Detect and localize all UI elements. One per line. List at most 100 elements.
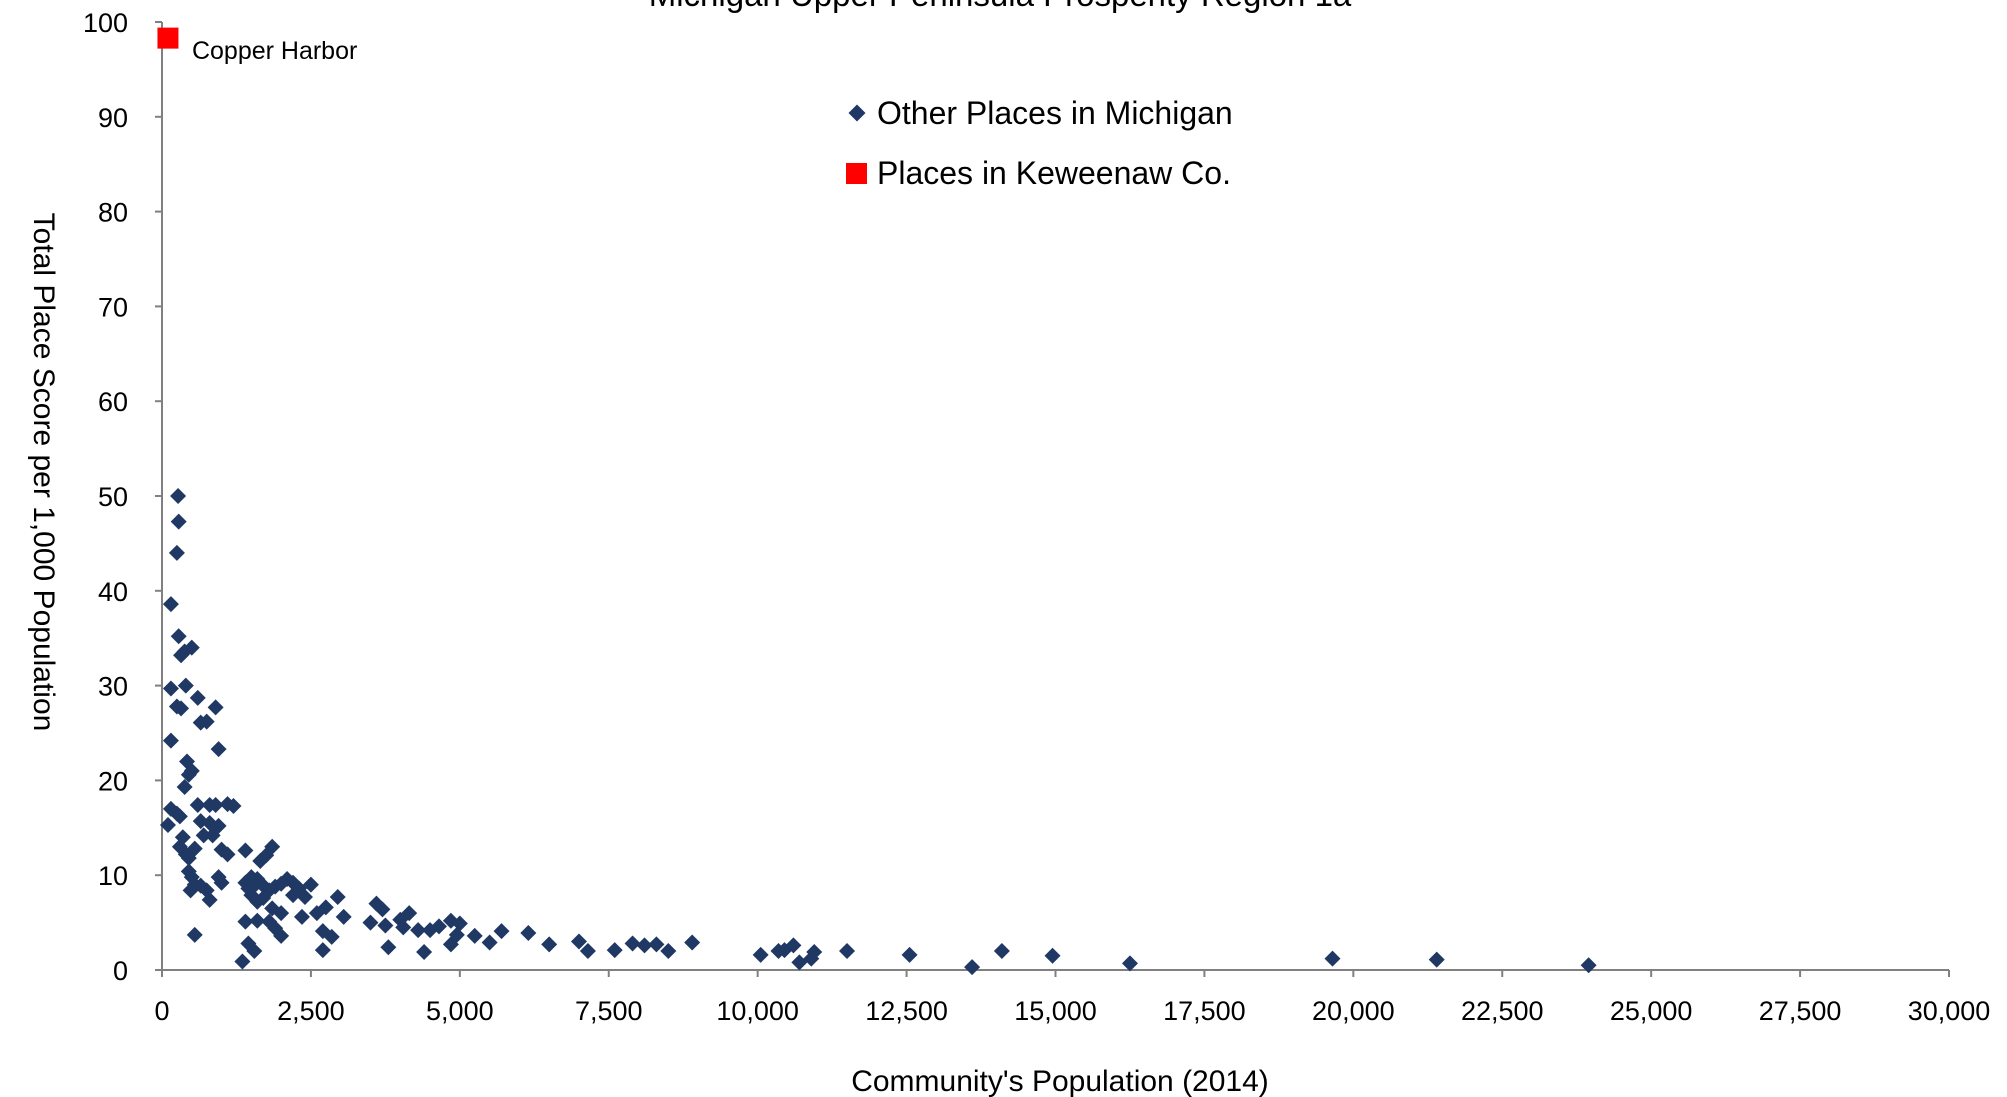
y-tick-label: 60 xyxy=(98,387,128,417)
data-point-diamond xyxy=(234,953,251,970)
data-point-diamond xyxy=(176,779,193,796)
y-tick-label: 100 xyxy=(83,8,128,38)
chart-title: Michigan Upper Peninsula Prosperity Regi… xyxy=(649,0,1352,13)
y-tick-label: 80 xyxy=(98,198,128,228)
data-point-diamond xyxy=(1428,951,1445,968)
data-point-diamond xyxy=(201,891,218,908)
x-tick-label: 2,500 xyxy=(277,996,345,1026)
data-point-diamond xyxy=(493,923,510,940)
data-point-diamond xyxy=(162,680,179,697)
legend-item-keweenaw-places: Places in Keweenaw Co. xyxy=(846,155,1231,191)
data-point-diamond xyxy=(237,842,254,859)
data-point-diamond xyxy=(180,766,197,783)
data-point-diamond xyxy=(451,915,468,932)
data-point-diamond xyxy=(207,797,224,814)
data-point-diamond xyxy=(182,882,199,899)
y-tick-label: 90 xyxy=(98,103,128,133)
data-point-diamond xyxy=(170,488,187,504)
x-tick-label: 5,000 xyxy=(426,996,494,1026)
data-point-diamond xyxy=(362,914,379,931)
data-point-diamond xyxy=(252,852,269,869)
x-tick-label: 20,000 xyxy=(1312,996,1395,1026)
data-point-diamond xyxy=(317,899,334,916)
data-point-diamond xyxy=(570,933,587,950)
data-point-diamond xyxy=(1580,957,1597,974)
data-point-diamond xyxy=(219,846,236,863)
data-point-diamond xyxy=(466,927,483,944)
data-point-diamond xyxy=(173,700,190,717)
data-point-diamond xyxy=(541,936,558,953)
x-ticks: 0 2,500 5,000 7,500 10,000 12,500 15,000 17,500… xyxy=(154,970,1990,1026)
data-point-diamond xyxy=(207,699,224,716)
data-point-diamond xyxy=(684,934,701,951)
data-point-diamond xyxy=(246,943,263,960)
x-tick-label: 0 xyxy=(154,996,169,1026)
data-point-diamond xyxy=(752,946,769,963)
data-point-diamond xyxy=(395,919,412,936)
series-layer: Copper Harbor xyxy=(157,27,1597,976)
legend-label-keweenaw-places: Places in Keweenaw Co. xyxy=(877,155,1231,191)
y-tick-label: 20 xyxy=(98,766,128,796)
data-point-diamond xyxy=(520,925,537,942)
point-label-copper-harbor: Copper Harbor xyxy=(192,37,357,65)
data-point-diamond xyxy=(177,677,194,694)
x-tick-label: 17,500 xyxy=(1163,996,1246,1026)
x-tick-label: 7,500 xyxy=(575,996,643,1026)
data-point-diamond xyxy=(159,816,176,833)
data-point-diamond xyxy=(296,889,313,906)
data-point-diamond xyxy=(579,943,596,960)
y-tick-label: 0 xyxy=(113,956,128,986)
data-point-diamond xyxy=(237,913,254,930)
data-point-diamond xyxy=(329,889,346,906)
data-point-diamond xyxy=(624,935,641,952)
data-point-diamond xyxy=(170,628,187,645)
data-point-diamond xyxy=(993,943,1010,960)
data-point-diamond xyxy=(210,741,227,758)
y-ticks: 0 10 20 30 40 50 60 70 80 90 100 xyxy=(83,8,162,986)
data-point-diamond xyxy=(273,905,290,922)
data-point-diamond xyxy=(901,946,918,963)
data-point-diamond xyxy=(249,912,266,929)
data-point-diamond xyxy=(204,827,221,844)
x-tick-label: 25,000 xyxy=(1610,996,1693,1026)
data-point-diamond xyxy=(380,939,397,956)
x-tick-label: 12,500 xyxy=(865,996,948,1026)
data-point-diamond xyxy=(198,713,215,730)
data-point-diamond xyxy=(839,943,856,960)
y-tick-label: 70 xyxy=(98,292,128,322)
data-point-diamond xyxy=(171,808,188,825)
data-point-diamond xyxy=(302,876,319,893)
data-point-diamond xyxy=(374,901,391,918)
y-tick-label: 10 xyxy=(98,861,128,891)
data-point-diamond xyxy=(1121,955,1138,972)
data-point-diamond xyxy=(442,936,459,953)
data-point-square xyxy=(157,27,179,49)
data-point-diamond xyxy=(785,937,802,954)
data-point-diamond xyxy=(170,513,187,530)
data-point-diamond xyxy=(273,927,290,944)
data-point-diamond xyxy=(606,942,623,959)
data-point-diamond xyxy=(213,874,230,891)
data-point-diamond xyxy=(660,943,677,960)
data-point-diamond xyxy=(806,943,823,960)
data-point-diamond xyxy=(168,544,185,561)
x-axis-title: Community's Population (2014) xyxy=(851,1065,1269,1097)
legend: Other Places in Michigan Places in Kewee… xyxy=(846,95,1233,191)
data-point-diamond xyxy=(186,926,203,943)
legend-label-other-places: Other Places in Michigan xyxy=(877,95,1233,131)
data-point-diamond xyxy=(416,943,433,960)
data-point-diamond xyxy=(1044,947,1061,964)
data-point-diamond xyxy=(293,908,310,925)
data-point-diamond xyxy=(195,827,212,844)
data-point-diamond xyxy=(481,934,498,951)
y-tick-label: 30 xyxy=(98,672,128,702)
data-point-diamond xyxy=(1324,950,1341,967)
y-tick-label: 40 xyxy=(98,577,128,607)
legend-square-marker xyxy=(846,163,867,184)
x-tick-label: 10,000 xyxy=(716,996,799,1026)
data-point-diamond xyxy=(410,922,427,939)
data-point-diamond xyxy=(162,732,179,749)
data-point-diamond xyxy=(255,889,272,906)
data-point-diamond xyxy=(323,928,340,945)
legend-diamond-marker xyxy=(848,104,866,122)
